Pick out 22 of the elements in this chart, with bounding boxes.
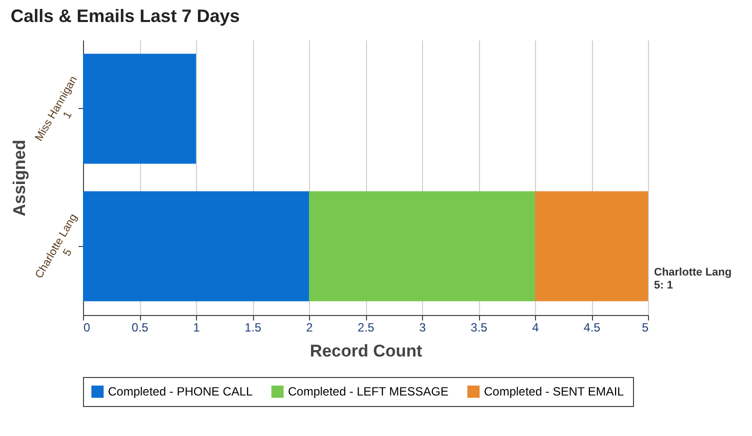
y-axis-title: Assigned — [10, 140, 30, 216]
x-tick-label: 3.5 — [470, 320, 488, 334]
bar — [309, 191, 535, 302]
x-tick-label: 0.5 — [132, 320, 149, 334]
legend-label: Completed - SENT EMAIL — [484, 384, 624, 399]
x-tick-label: 5 — [642, 320, 649, 334]
bar — [83, 191, 309, 302]
legend-label: Completed - LEFT MESSAGE — [288, 384, 448, 399]
bar — [83, 54, 196, 164]
x-tick-label: 3 — [419, 320, 426, 334]
bar — [535, 191, 648, 302]
x-tick-label: 1 — [193, 320, 200, 334]
x-tick-label: 2.5 — [358, 320, 375, 334]
x-tick-label: 0 — [84, 320, 90, 334]
legend-label: Completed - PHONE CALL — [108, 384, 254, 399]
x-axis-title: Record Count — [310, 342, 423, 360]
x-tick-label: 2 — [306, 320, 314, 334]
x-tick-label: 4 — [532, 320, 540, 334]
annotation: Charlotte Lang 5: 1 — [654, 266, 732, 292]
x-tick-label: 4.5 — [584, 320, 601, 334]
chart-title: Calls & Emails Last 7 Days — [10, 6, 240, 26]
x-tick-label: 1.5 — [244, 320, 262, 334]
